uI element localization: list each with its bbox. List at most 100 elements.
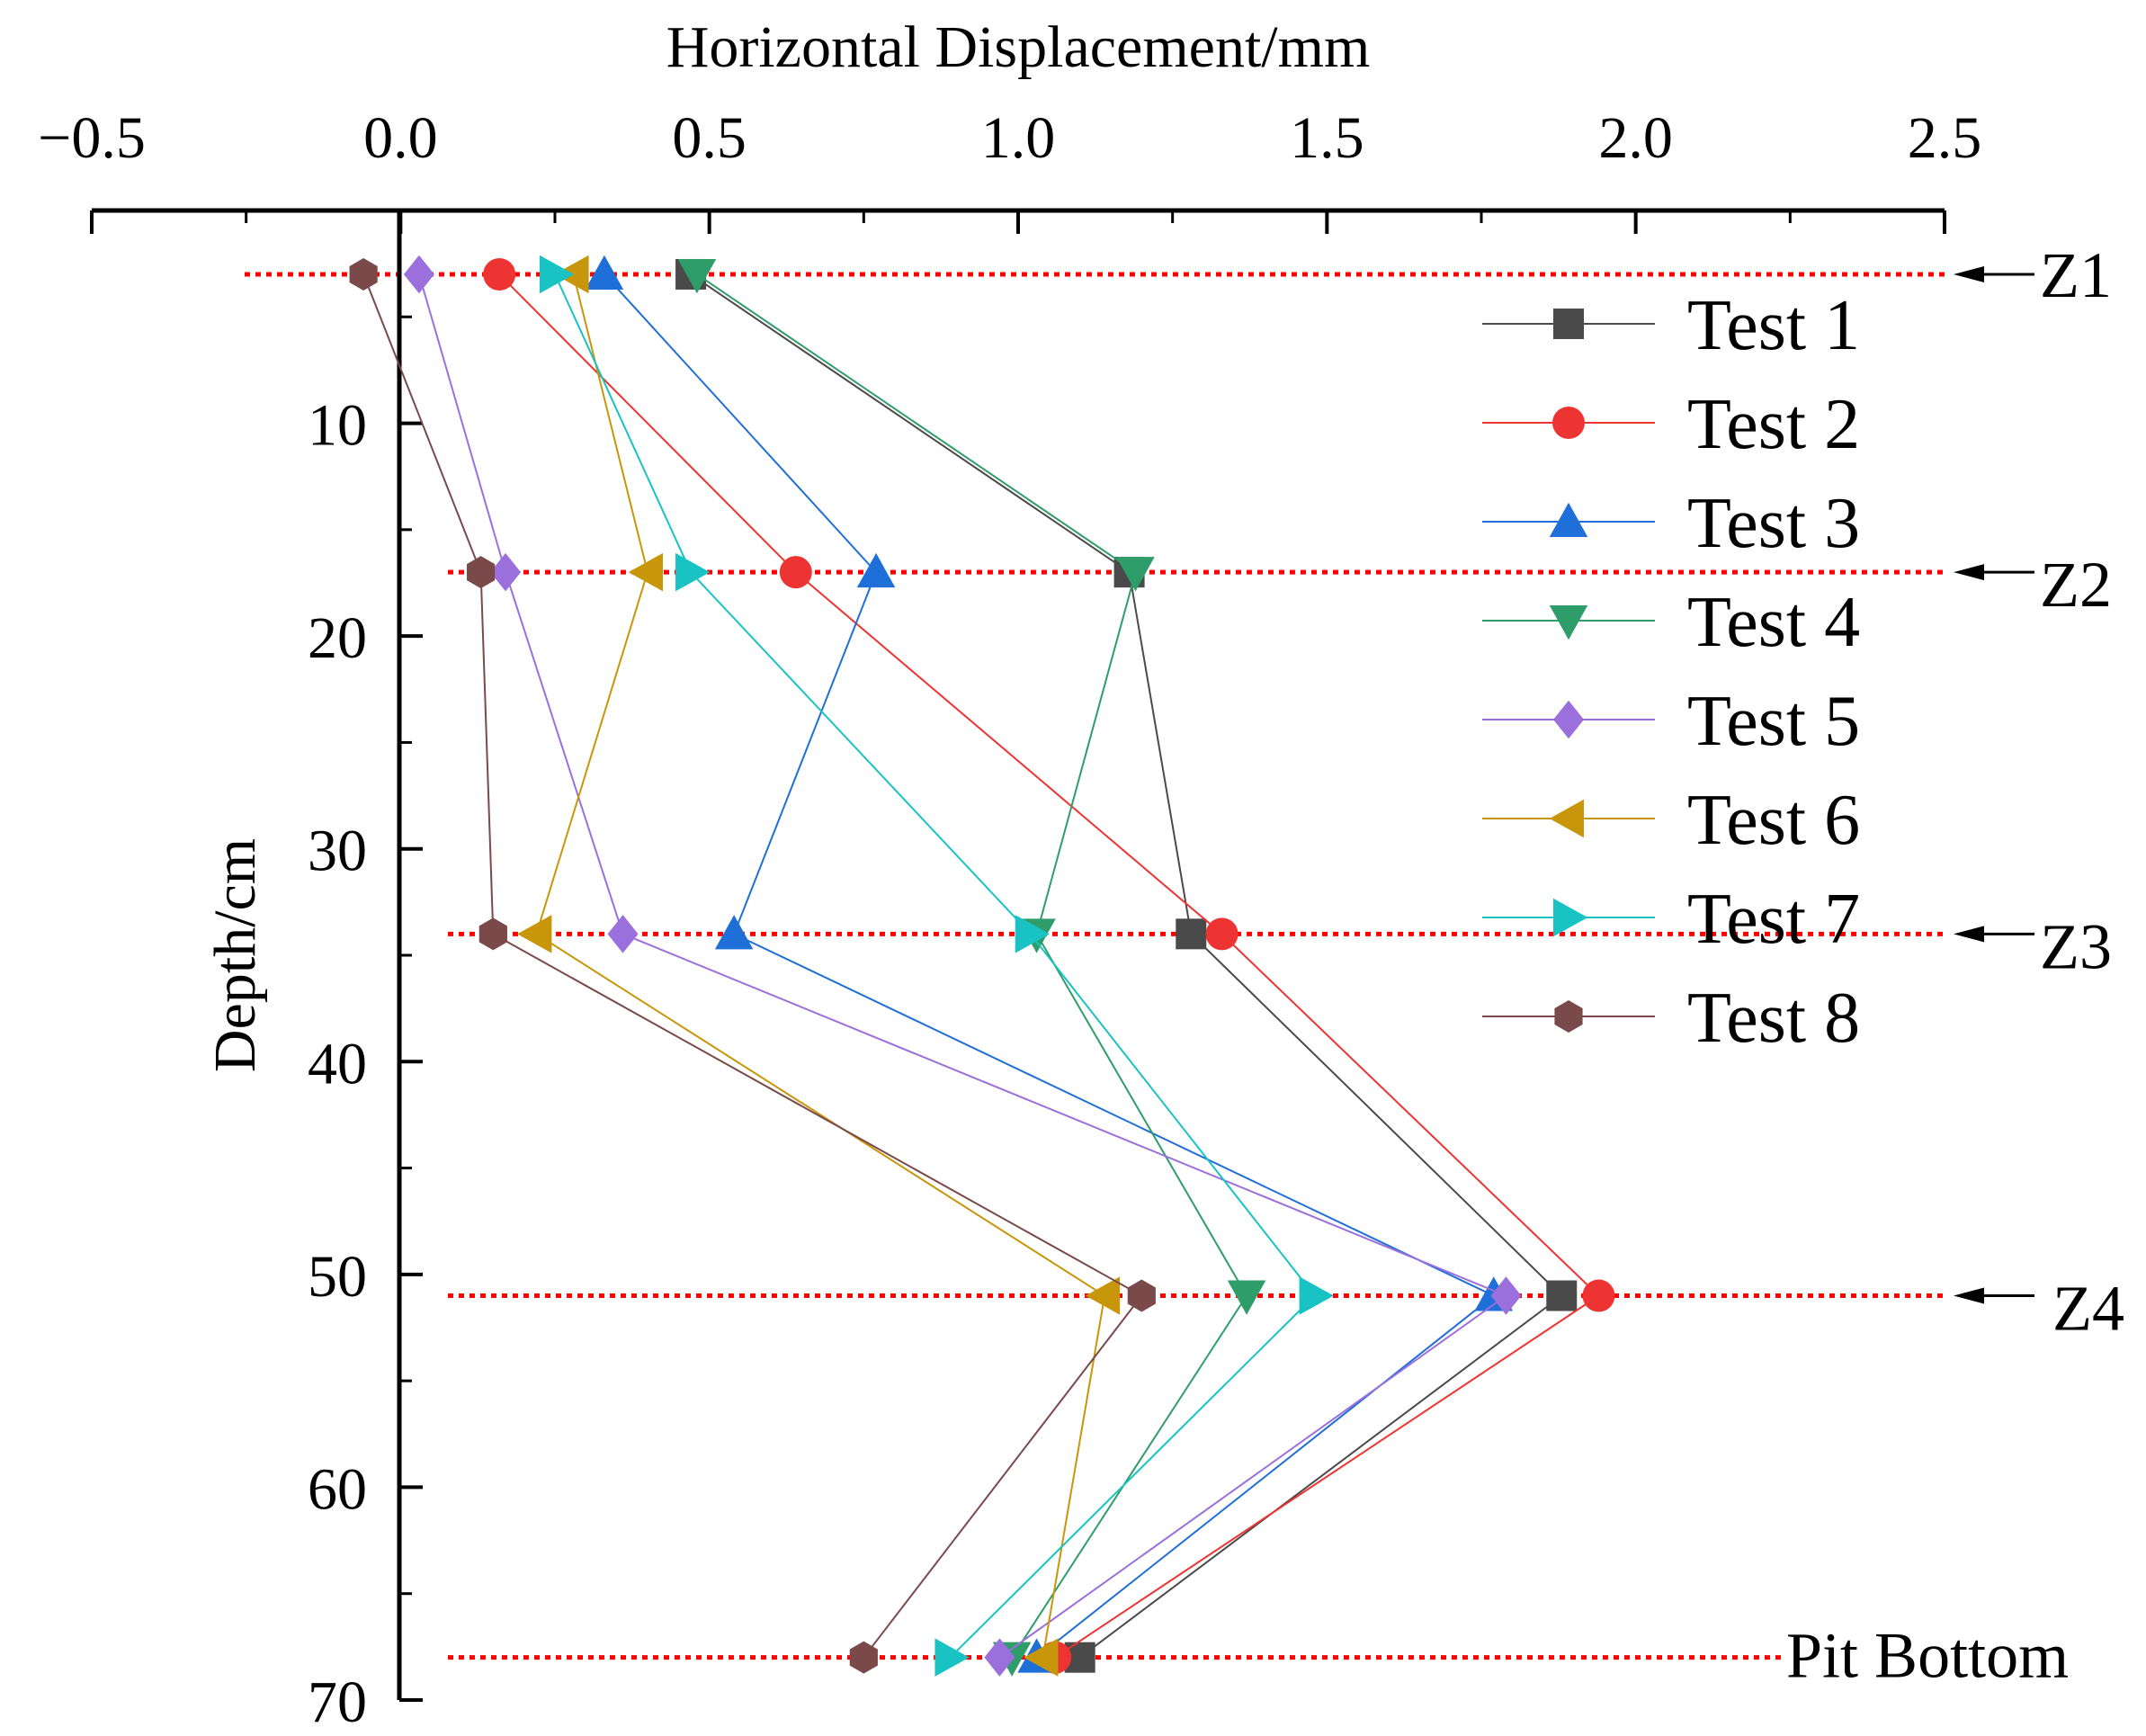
y-tick-label: 20	[308, 605, 367, 671]
x-axis-ticks: −0.5 0.0 0.5 1.0 1.5 2.0 2.5	[38, 105, 1981, 234]
legend-label: Test 5	[1687, 682, 1860, 761]
legend-item: Test 1	[1482, 286, 1860, 365]
x-tick-label: −0.5	[38, 105, 146, 171]
y-tick-label: 10	[308, 393, 367, 459]
reference-label: Z3	[2040, 910, 2112, 982]
data-point	[628, 552, 663, 592]
series-2	[483, 257, 1615, 1674]
reference-label: Z1	[2040, 239, 2112, 311]
legend-label: Test 8	[1687, 979, 1860, 1058]
y-tick-label: 40	[308, 1031, 367, 1096]
legend-item: Test 5	[1482, 682, 1860, 761]
data-point	[1127, 1279, 1156, 1312]
data-point	[779, 556, 812, 589]
x-tick-label: 2.0	[1598, 105, 1673, 171]
arrow-icon	[1954, 1287, 1984, 1304]
series-4	[677, 258, 1266, 1677]
reference-label: Z2	[2040, 549, 2112, 621]
data-point	[1227, 1280, 1266, 1315]
x-tick-label: 1.5	[1290, 105, 1364, 171]
data-point	[934, 1638, 970, 1677]
data-point	[1205, 917, 1238, 951]
arrow-icon	[1954, 926, 1984, 943]
legend-marker	[1553, 700, 1584, 739]
y-tick-label: 30	[308, 819, 367, 884]
data-point	[467, 556, 496, 589]
data-point	[349, 257, 378, 291]
reference-lines-layer: Z1 Z2 Z3 Z4 Pit Bottom	[245, 239, 2124, 1692]
legend-item: Test 3	[1482, 484, 1860, 563]
reference-label: Z4	[2052, 1273, 2124, 1345]
data-point	[1490, 1276, 1522, 1315]
series-line	[554, 273, 1316, 1659]
data-point	[984, 1638, 1015, 1677]
legend: Test 1 Test 2 Test 3 Test 4 Test 5 Test 6 Test…	[1482, 286, 1860, 1058]
legend-marker	[1549, 605, 1588, 640]
y-axis-ticks: 10 20 30 40 50 60 70	[308, 315, 423, 1735]
series-line	[696, 273, 1248, 1659]
x-tick-label: 2.5	[1908, 105, 1982, 171]
data-point	[1546, 1280, 1578, 1311]
axes-layer	[92, 208, 1945, 1700]
legend-marker	[1553, 898, 1588, 937]
data-point	[849, 1641, 878, 1674]
legend-marker	[1549, 502, 1588, 537]
x-tick-label: 1.0	[981, 105, 1056, 171]
series-7	[540, 255, 1334, 1677]
legend-marker	[1554, 1000, 1583, 1033]
legend-marker	[1552, 407, 1585, 439]
legend-item: Test 4	[1482, 583, 1860, 662]
data-point	[478, 917, 507, 951]
legend-label: Test 7	[1687, 880, 1860, 959]
series-line	[604, 273, 1496, 1659]
data-point	[856, 552, 896, 588]
legend-label: Test 3	[1687, 484, 1860, 563]
legend-item: Test 6	[1482, 781, 1860, 860]
data-point	[1015, 915, 1050, 953]
data-point	[1176, 918, 1207, 950]
y-tick-label: 50	[308, 1244, 367, 1310]
reference-label: Pit Bottom	[1786, 1620, 2069, 1692]
data-point	[517, 915, 552, 953]
data-point	[1024, 1638, 1059, 1677]
y-tick-label: 70	[308, 1669, 367, 1735]
data-point	[675, 552, 711, 592]
legend-item: Test 7	[1482, 880, 1860, 959]
arrow-icon	[1954, 265, 1984, 282]
x-axis-title: Horizontal Displacement/mm	[666, 14, 1371, 80]
series-1	[675, 258, 1578, 1673]
y-tick-label: 60	[308, 1456, 367, 1522]
data-point	[607, 915, 639, 953]
series-line	[498, 273, 1601, 1659]
series-8	[349, 257, 1156, 1674]
series-line	[690, 273, 1563, 1659]
series-5	[403, 255, 1522, 1677]
data-point	[1582, 1279, 1615, 1312]
data-point	[483, 257, 516, 291]
series-6	[517, 255, 1121, 1677]
data-point	[403, 255, 434, 294]
data-point	[490, 552, 522, 592]
x-tick-label: 0.5	[672, 105, 747, 171]
y-axis-title: Depth/cm	[202, 838, 268, 1072]
legend-item: Test 8	[1482, 979, 1860, 1058]
data-point	[540, 255, 575, 294]
data-point	[1085, 1276, 1121, 1315]
data-point	[714, 915, 754, 950]
series-line	[417, 273, 1508, 1659]
arrow-icon	[1954, 564, 1984, 581]
data-point	[585, 255, 624, 290]
legend-label: Test 2	[1687, 385, 1860, 464]
data-point	[1299, 1276, 1334, 1315]
legend-marker	[1553, 309, 1584, 339]
legend-label: Test 6	[1687, 781, 1860, 860]
legend-label: Test 1	[1687, 286, 1860, 365]
series-3	[585, 255, 1513, 1673]
data-point	[677, 258, 717, 294]
data-point	[1116, 557, 1155, 592]
legend-label: Test 4	[1687, 583, 1860, 662]
legend-marker	[1549, 799, 1584, 838]
x-tick-label: 0.0	[363, 105, 438, 171]
series-layer	[349, 255, 1615, 1677]
